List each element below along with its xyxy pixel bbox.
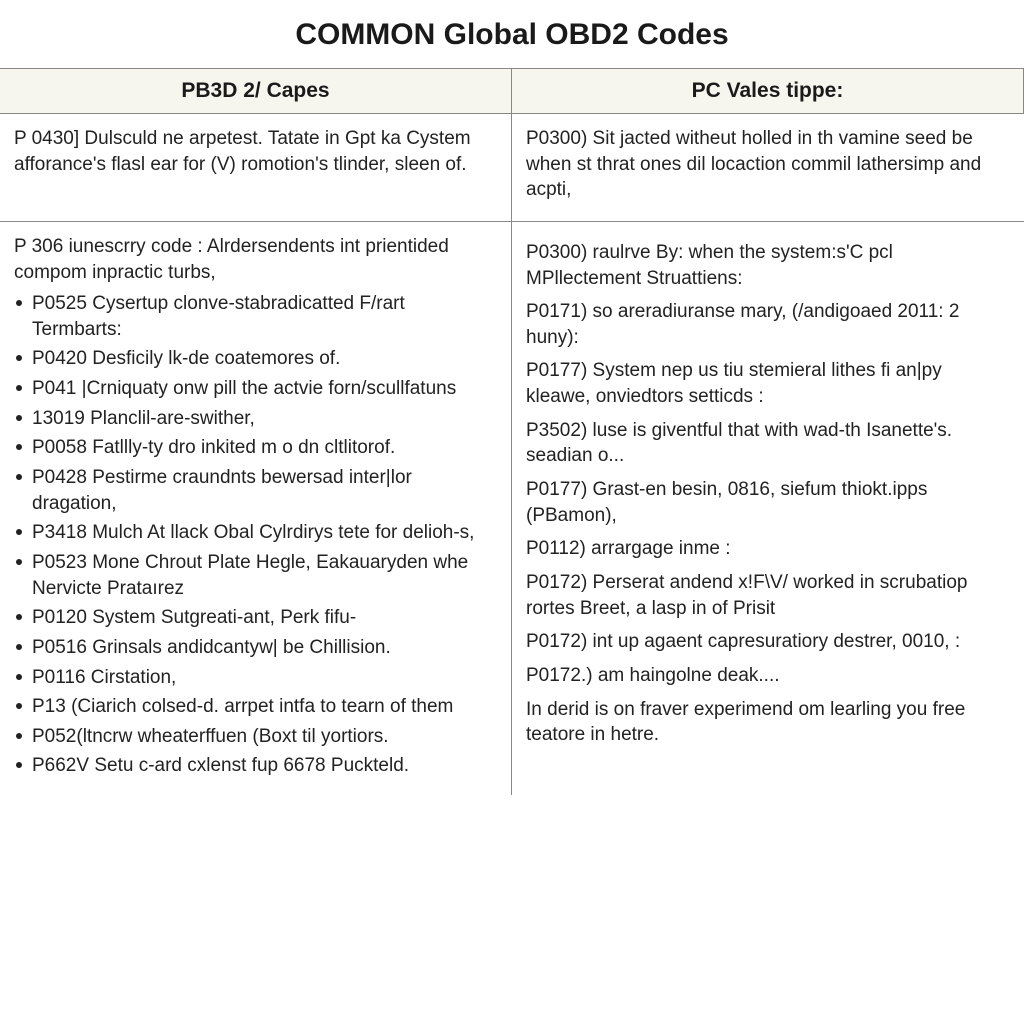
intro-text: P 306 iunescrry code : Alrdersendents in… [14,234,497,285]
code-entry: P0172) Perserat andend x!F\V/ worked in … [526,570,1010,621]
code-entry: P0171) so areradiuranse mary, (/andigoae… [526,299,1010,350]
code-entry: P3502) luse is giventful that with wad-t… [526,418,1010,469]
code-list-item: P0516 Grinsals andidcantyw| be Chillisio… [14,635,497,661]
code-entry: P0177) System nep us tiu stemieral lithe… [526,358,1010,409]
code-entry: P0177) Grast-en besin, 0816, siefum thio… [526,477,1010,528]
code-list-left: P0525 Cysertup clonve-stabradicatted F/r… [14,291,497,779]
code-list-item: P0116 Cirstation, [14,665,497,691]
code-list-item: P0058 Fatllly-ty dro inkited m o dn cltl… [14,435,497,461]
code-entry: In derid is on fraver experimend om lear… [526,697,1010,748]
code-list-item: P0120 System Sutgreati-ant, Perk fifu- [14,605,497,631]
code-list-item: P662V Setu c-ard cxlenst fup 6678 Puckte… [14,753,497,779]
cell-r1-right: P0300) Sit jacted witheut holled in th v… [512,114,1024,222]
cell-r2-right: P0300) raulrve By: when the system:s'C p… [512,222,1024,795]
code-list-item: P13 (Ciarich colsed-d. arrpet intfa to t… [14,694,497,720]
code-entry: P0172.) am haingolne deak.... [526,663,1010,689]
cell-text: P0300) Sit jacted witheut holled in th v… [526,126,1010,203]
code-list-item: P3418 Mulch At llack Obal Cylrdirys tete… [14,520,497,546]
code-list-item: P041 |Crniquaty onw pill the actvie forn… [14,376,497,402]
code-list-item: P0525 Cysertup clonve-stabradicatted F/r… [14,291,497,342]
cell-r1-left: P 0430] Dulsculd ne arpetest. Tatate in … [0,114,512,222]
code-entry: P0172) int up agaent capresuratiory dest… [526,629,1010,655]
code-list-item: P0428 Pestirme craundnts bewersad inter|… [14,465,497,516]
code-entry: P0112) arrargage inme : [526,536,1010,562]
code-list-item: P0523 Mone Chrout Plate Hegle, Eakauaryd… [14,550,497,601]
code-list-item: P052(ltncrw wheaterffuen (Boxt til yorti… [14,724,497,750]
code-list-item: 13019 Planclil-are-swither, [14,406,497,432]
page-title: COMMON Global OBD2 Codes [0,0,1024,68]
codes-table: PB3D 2/ Capes PC Vales tippe: P 0430] Du… [0,68,1024,795]
code-list-item: P0420 Desficily lk-de coatemores of. [14,346,497,372]
cell-r2-left: P 306 iunescrry code : Alrdersendents in… [0,222,512,795]
code-entry: P0300) raulrve By: when the system:s'C p… [526,240,1010,291]
column-header-left: PB3D 2/ Capes [0,69,512,114]
column-header-right: PC Vales tippe: [512,69,1024,114]
cell-text: P 0430] Dulsculd ne arpetest. Tatate in … [14,126,497,177]
